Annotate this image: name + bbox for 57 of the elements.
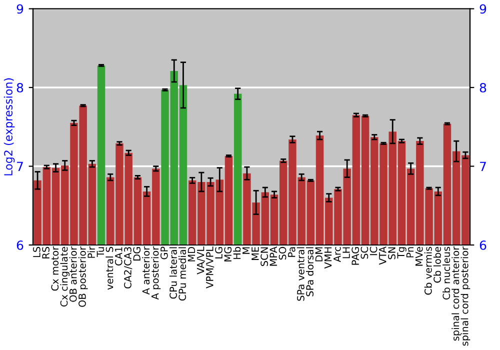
x-tick-label: MG <box>224 247 232 262</box>
x-tick-label: DG <box>133 247 141 260</box>
x-tick-label: LH <box>342 247 350 258</box>
x-tick-label: PAG <box>352 247 360 265</box>
x-tick-label: VA/VL <box>197 246 206 274</box>
x-tick-label: Tg <box>397 247 406 259</box>
y-tick-label: 6 <box>16 240 24 250</box>
x-tick-label: RS <box>42 246 50 258</box>
x-tick-label: Tu <box>96 247 104 258</box>
x-tick-label: VMH <box>324 247 332 269</box>
x-tick-label: LS <box>33 246 40 258</box>
x-tick-label: IC <box>370 246 378 256</box>
x-tick-label: SPa ventral <box>296 247 304 301</box>
x-tick-label: DM <box>315 247 322 262</box>
x-tick-label: CA2/CA3 <box>124 247 132 288</box>
x-tick-label: MD <box>188 246 196 262</box>
x-tick-label: Pn <box>406 247 414 258</box>
y-tick-label: 7 <box>17 162 23 171</box>
x-tick-label: Pa <box>288 247 296 257</box>
x-tick-label: MVe <box>416 246 423 266</box>
x-tick-label: Cx motor <box>51 246 59 291</box>
x-tick-label: Cb nucleus <box>442 246 450 300</box>
x-tick-label: M <box>242 247 250 254</box>
x-tick-label: spinal cord anterior <box>452 246 462 341</box>
y-tick-label: 8 <box>16 82 24 92</box>
y2-tick-label: 8 <box>480 82 486 92</box>
x-tick-label: OB anterior <box>69 246 77 302</box>
x-tick-label: VTA <box>379 246 386 265</box>
y-tick-label: 9 <box>16 4 24 14</box>
x-tick-label: spinal cord posterior <box>460 246 470 346</box>
x-tick-label: CPu medial <box>178 247 186 301</box>
x-tick-label: MPA <box>270 246 277 266</box>
x-tick-label: SN <box>388 247 396 260</box>
y2-tick-label: 7 <box>480 162 486 171</box>
x-tick-label: CA1 <box>114 247 122 266</box>
x-tick-label: LG <box>215 247 222 258</box>
x-tick-label: SCN <box>260 247 268 266</box>
x-tick-label: VPM/VPL <box>206 246 214 288</box>
x-tick-label: GP <box>160 246 168 260</box>
x-tick-label: Cb lobe <box>433 246 441 283</box>
x-tick-label: CPu lateral <box>169 247 177 299</box>
x-tick-label: SC <box>360 246 368 259</box>
x-tick-label: Cb vermis <box>424 246 432 295</box>
x-tick-label: Hb <box>233 246 241 259</box>
x-tick-label: Cx cingulate <box>60 246 70 306</box>
y2-tick-label: 9 <box>480 4 486 14</box>
y2-tick-label: 6 <box>480 240 486 250</box>
x-tick-label: SPa dorsal <box>306 247 314 296</box>
x-tick-label: SO <box>278 246 286 260</box>
x-tick-label: Pir <box>87 246 95 258</box>
x-tick-label: A anterior <box>142 246 150 295</box>
x-tick-label: A posterior <box>151 246 161 300</box>
x-tick-label: OB posterior <box>78 246 88 307</box>
x-tick-label: ME <box>252 247 259 260</box>
y-axis-title: Log2 (expression) <box>4 78 15 176</box>
x-tick-label: ventral S <box>106 246 114 290</box>
x-tick-label: Arc <box>334 246 341 262</box>
